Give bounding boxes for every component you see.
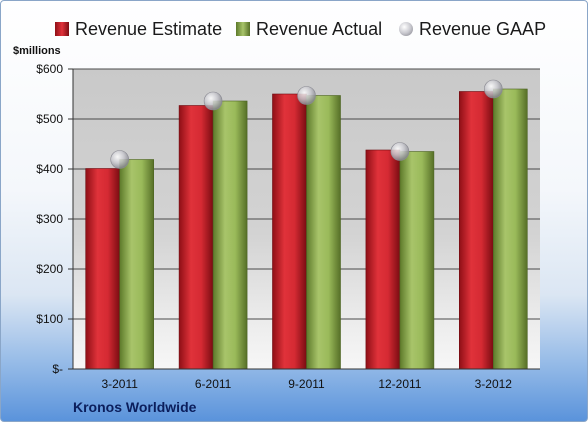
actual-bar	[492, 88, 528, 370]
y-tick-label: $500	[36, 112, 63, 126]
x-axis-ticks: 3-2011 6-2011 9-2011 12-2011 3-2012	[101, 377, 512, 391]
estimate-bar	[365, 149, 401, 370]
y-tick-label: $100	[36, 312, 63, 326]
x-tick-label: 3-2012	[475, 377, 513, 391]
legend-swatch-actual	[236, 22, 250, 36]
legend-swatch-gaap	[399, 22, 413, 36]
x-tick-label: 6-2011	[195, 377, 232, 391]
y-tick-label: $600	[36, 62, 63, 76]
bars	[85, 88, 528, 370]
estimate-bar	[85, 168, 120, 370]
y-tick-label: $-	[52, 362, 63, 376]
gaap-marker	[110, 150, 129, 169]
actual-bar	[306, 95, 341, 370]
gaap-marker	[390, 142, 410, 161]
x-tick-label: 12-2011	[378, 377, 421, 391]
legend-item-gaap: Revenue GAAP	[399, 15, 546, 43]
actual-bar	[212, 100, 248, 370]
company-name: Kronos Worldwide	[73, 399, 197, 415]
legend-label-gaap: Revenue GAAP	[419, 18, 547, 39]
y-tick-label: $400	[36, 162, 63, 176]
legend-item-estimate: Revenue Estimate	[55, 15, 222, 43]
legend-swatch-estimate	[55, 22, 69, 36]
actual-bar	[119, 159, 154, 370]
gaap-marker	[483, 79, 503, 99]
y-tick-label: $200	[36, 262, 63, 276]
estimate-bar	[272, 93, 307, 370]
estimate-bar	[178, 105, 214, 370]
legend-label-estimate: Revenue Estimate	[75, 18, 223, 39]
legend-item-actual: Revenue Actual	[236, 15, 382, 43]
y-tick-label: $300	[36, 212, 63, 226]
legend-label-actual: Revenue Actual	[256, 18, 383, 39]
y-axis-ticks: $- $100 $200 $300 $400 $500 $600	[36, 62, 540, 376]
x-tick-label: 9-2011	[288, 377, 325, 391]
actual-bar	[399, 151, 435, 370]
unit-label: $millions	[13, 45, 61, 57]
estimate-bar	[458, 91, 494, 370]
x-tick-label: 3-2011	[101, 377, 138, 391]
gaap-markers	[110, 79, 503, 169]
gaap-marker	[203, 91, 223, 111]
gaap-marker	[297, 86, 316, 105]
legend: Revenue Estimate Revenue Actual Revenue …	[1, 15, 587, 43]
